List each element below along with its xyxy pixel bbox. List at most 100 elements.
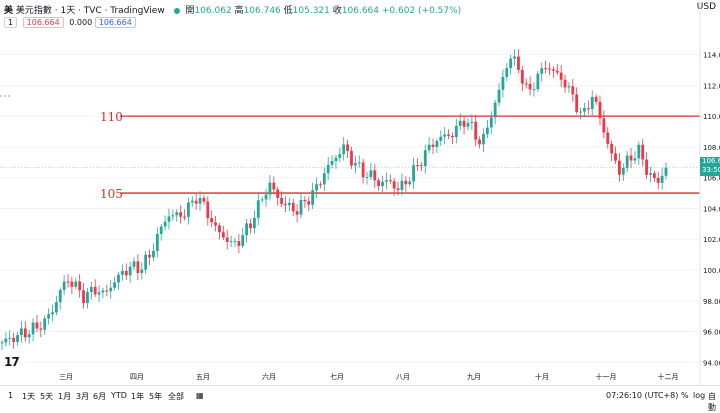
close-value: 106.664 <box>341 6 379 16</box>
candle-body <box>152 250 155 258</box>
candle-body <box>365 176 369 178</box>
indicator-number[interactable]: 1 <box>4 17 18 28</box>
candle-body <box>12 337 16 342</box>
candle-body <box>260 199 264 201</box>
tradingview-logo-icon[interactable]: 17 <box>4 355 20 369</box>
indicator-value-c[interactable]: 106.664 <box>94 17 136 28</box>
candle-body <box>27 334 31 338</box>
candle-body <box>144 254 148 270</box>
candle-body <box>128 266 132 276</box>
candle-body <box>419 165 423 167</box>
candle-body <box>31 322 35 335</box>
candle-body <box>311 190 315 205</box>
candle-body <box>124 270 128 276</box>
x-tick-label: 四月 <box>130 373 144 381</box>
candle-body <box>579 111 582 113</box>
candle-body <box>291 202 295 212</box>
candle-body <box>167 216 171 222</box>
candle-body <box>256 200 260 218</box>
candle-body <box>505 68 509 77</box>
candle-body <box>381 181 384 186</box>
candle-body <box>132 261 136 267</box>
candle-body <box>509 58 513 69</box>
candle-body <box>598 101 602 119</box>
candle-body <box>117 274 120 283</box>
candle-body <box>536 73 540 90</box>
candle-body <box>567 86 571 88</box>
timeframe-button[interactable]: 5年 <box>149 392 163 401</box>
candle-body <box>555 70 559 73</box>
market-status-icon <box>173 7 180 14</box>
timeframe-button[interactable]: 全部 <box>168 392 184 401</box>
open-value: 106.062 <box>194 6 232 16</box>
candle-body <box>559 72 563 80</box>
candle-body <box>524 83 528 85</box>
candle-body <box>20 328 23 336</box>
candle-body <box>334 157 338 162</box>
candle-body <box>210 218 214 223</box>
clock-readout[interactable]: 07:26:10 (UTC+8) <box>606 391 679 400</box>
indicator-value-a[interactable]: 106.664 <box>22 17 64 28</box>
candle-body <box>62 281 66 290</box>
auto-scale-toggle[interactable]: 自動 <box>708 392 716 412</box>
candle-body <box>330 161 334 165</box>
x-tick-label: 十二月 <box>658 372 679 381</box>
candle-body <box>540 68 544 74</box>
candle-body <box>140 269 144 274</box>
candle-body <box>571 86 575 95</box>
candle-body <box>474 121 478 140</box>
candle-body <box>148 254 151 258</box>
candle-body <box>513 56 516 59</box>
x-tick-label: 九月 <box>467 372 481 381</box>
currency-label[interactable]: USD <box>696 2 716 12</box>
candle-body <box>272 182 276 190</box>
candle-body <box>39 328 43 330</box>
candle-body <box>23 328 27 338</box>
candle-body <box>489 117 493 128</box>
x-tick-label: 十月 <box>535 372 549 381</box>
candle-body <box>82 290 85 303</box>
y-tick-label: 104.00 <box>703 205 720 213</box>
candle-body <box>221 232 225 238</box>
high-label: 高 <box>234 6 244 16</box>
timeframe-button[interactable]: 1天 <box>22 392 36 401</box>
candle-body <box>373 170 377 181</box>
candle-body <box>470 121 474 123</box>
candle-body <box>8 337 12 339</box>
candle-body <box>315 184 318 191</box>
log-toggle[interactable]: log <box>693 391 706 400</box>
timeframe-button[interactable]: 1月 <box>58 392 72 401</box>
timeframe-button[interactable]: 1 <box>8 391 14 400</box>
timeframe-button[interactable]: 6月 <box>93 392 107 401</box>
candle-body <box>155 233 159 251</box>
candle-body <box>303 199 307 202</box>
candle-body <box>485 127 489 135</box>
candle-body <box>439 136 443 141</box>
candle-body <box>233 241 237 243</box>
candle-body <box>400 180 404 191</box>
last-price-value: 106.6 <box>702 157 720 165</box>
candle-body <box>614 153 617 161</box>
candle-body <box>78 281 82 291</box>
timeframe-button[interactable]: 5天 <box>40 392 54 401</box>
candle-body <box>606 132 610 144</box>
candle-body <box>322 173 326 185</box>
candle-body <box>159 226 163 234</box>
candle-body <box>93 286 97 295</box>
timeframe-button[interactable]: 3月 <box>76 392 90 401</box>
candle-body <box>610 143 614 154</box>
price-chart[interactable]: 110 105 94.00 96.00 98.00 100.00 102.00 104.00… <box>0 0 720 385</box>
timeframe-button[interactable]: 1年 <box>131 392 145 401</box>
candle-body <box>618 160 621 175</box>
candle-body <box>544 68 548 70</box>
candle-body <box>194 200 198 204</box>
calendar-icon[interactable]: ▦ <box>196 391 204 400</box>
candle-body <box>656 178 660 183</box>
percent-toggle[interactable]: % <box>681 391 689 400</box>
candle-body <box>268 182 272 195</box>
candle-body <box>163 221 167 227</box>
timeframe-button[interactable]: YTD <box>111 391 127 400</box>
symbol-title[interactable]: 美元指數 · 1天 · TVC · TradingView <box>15 6 165 16</box>
candle-body <box>451 135 454 138</box>
candle-body <box>454 125 458 138</box>
